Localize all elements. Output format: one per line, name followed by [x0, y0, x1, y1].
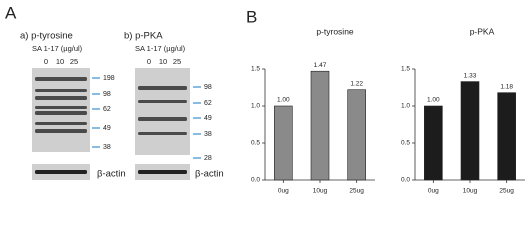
y-tick-label: 0.5: [251, 140, 260, 147]
bar: [424, 105, 443, 181]
lane-label: 10: [56, 57, 64, 66]
value-label: 1.22: [350, 80, 363, 87]
band: [138, 170, 187, 174]
marker-label: 98: [103, 91, 111, 98]
bar: [460, 81, 480, 181]
bar: [347, 89, 366, 181]
band: [35, 170, 87, 174]
marker-label: 62: [204, 100, 212, 107]
x-tick-label: 25ug: [349, 188, 364, 195]
y-tick-label: 1.5: [401, 66, 410, 73]
blot: [135, 68, 190, 155]
lane-label: 25: [173, 57, 181, 66]
marker-label: 98: [204, 84, 212, 91]
figure: A B a) p-tyrosine SA 1-17 (µg/ul) 0 10 25 198…: [5, 3, 525, 195]
band: [138, 100, 187, 103]
lane-label: 0: [147, 57, 151, 66]
value-label: 1.00: [427, 97, 440, 104]
value-label: 1.33: [464, 72, 477, 79]
band: [35, 96, 87, 100]
band: [138, 86, 187, 90]
marker-label: 49: [103, 125, 111, 132]
lane-label: 25: [70, 57, 78, 66]
band: [35, 111, 87, 115]
band: [35, 129, 87, 133]
band: [138, 132, 187, 135]
marker-label: 38: [204, 131, 212, 138]
x-tick-label: 10ug: [313, 188, 328, 195]
y-tick-label: 0.0: [251, 177, 260, 184]
lane-label: 0: [44, 57, 48, 66]
y-tick-label: 1.0: [401, 103, 410, 110]
loading-label: β-actin: [195, 169, 224, 180]
panel-label: A: [5, 3, 17, 22]
marker-label: 38: [103, 144, 111, 151]
y-tick-label: 1.5: [251, 66, 260, 73]
marker-label: 49: [204, 115, 212, 122]
blot-title: a) p-tyrosine: [20, 31, 73, 42]
bar: [310, 70, 330, 181]
marker-label: 28: [204, 155, 212, 162]
treatment-label: SA 1-17 (µg/ul): [32, 44, 83, 53]
y-tick-label: 0.0: [401, 177, 410, 184]
blot: [32, 68, 90, 152]
x-tick-label: 25ug: [499, 188, 514, 195]
marker-label: 198: [103, 75, 115, 82]
marker-label: 62: [103, 106, 111, 113]
value-label: 1.00: [277, 97, 290, 104]
chart-title: p-PKA: [470, 26, 495, 36]
lane-label: 10: [159, 57, 167, 66]
band: [35, 89, 87, 92]
loading-label: β-actin: [97, 169, 126, 180]
bar: [497, 92, 516, 181]
blot-title: b) p-PKA: [124, 31, 163, 42]
panel-label: B: [246, 7, 257, 26]
treatment-label: SA 1-17 (µg/ul): [135, 44, 186, 53]
bar: [274, 105, 293, 181]
y-tick-label: 0.5: [401, 140, 410, 147]
value-label: 1.47: [314, 62, 327, 69]
y-tick-label: 1.0: [251, 103, 260, 110]
band: [35, 122, 87, 125]
x-tick-label: 0ug: [278, 188, 289, 195]
x-tick-label: 10ug: [463, 188, 478, 195]
band: [138, 117, 187, 121]
value-label: 1.18: [500, 83, 513, 90]
chart-title: p-tyrosine: [316, 26, 354, 36]
band: [35, 106, 87, 109]
x-tick-label: 0ug: [428, 188, 439, 195]
band: [35, 77, 87, 81]
